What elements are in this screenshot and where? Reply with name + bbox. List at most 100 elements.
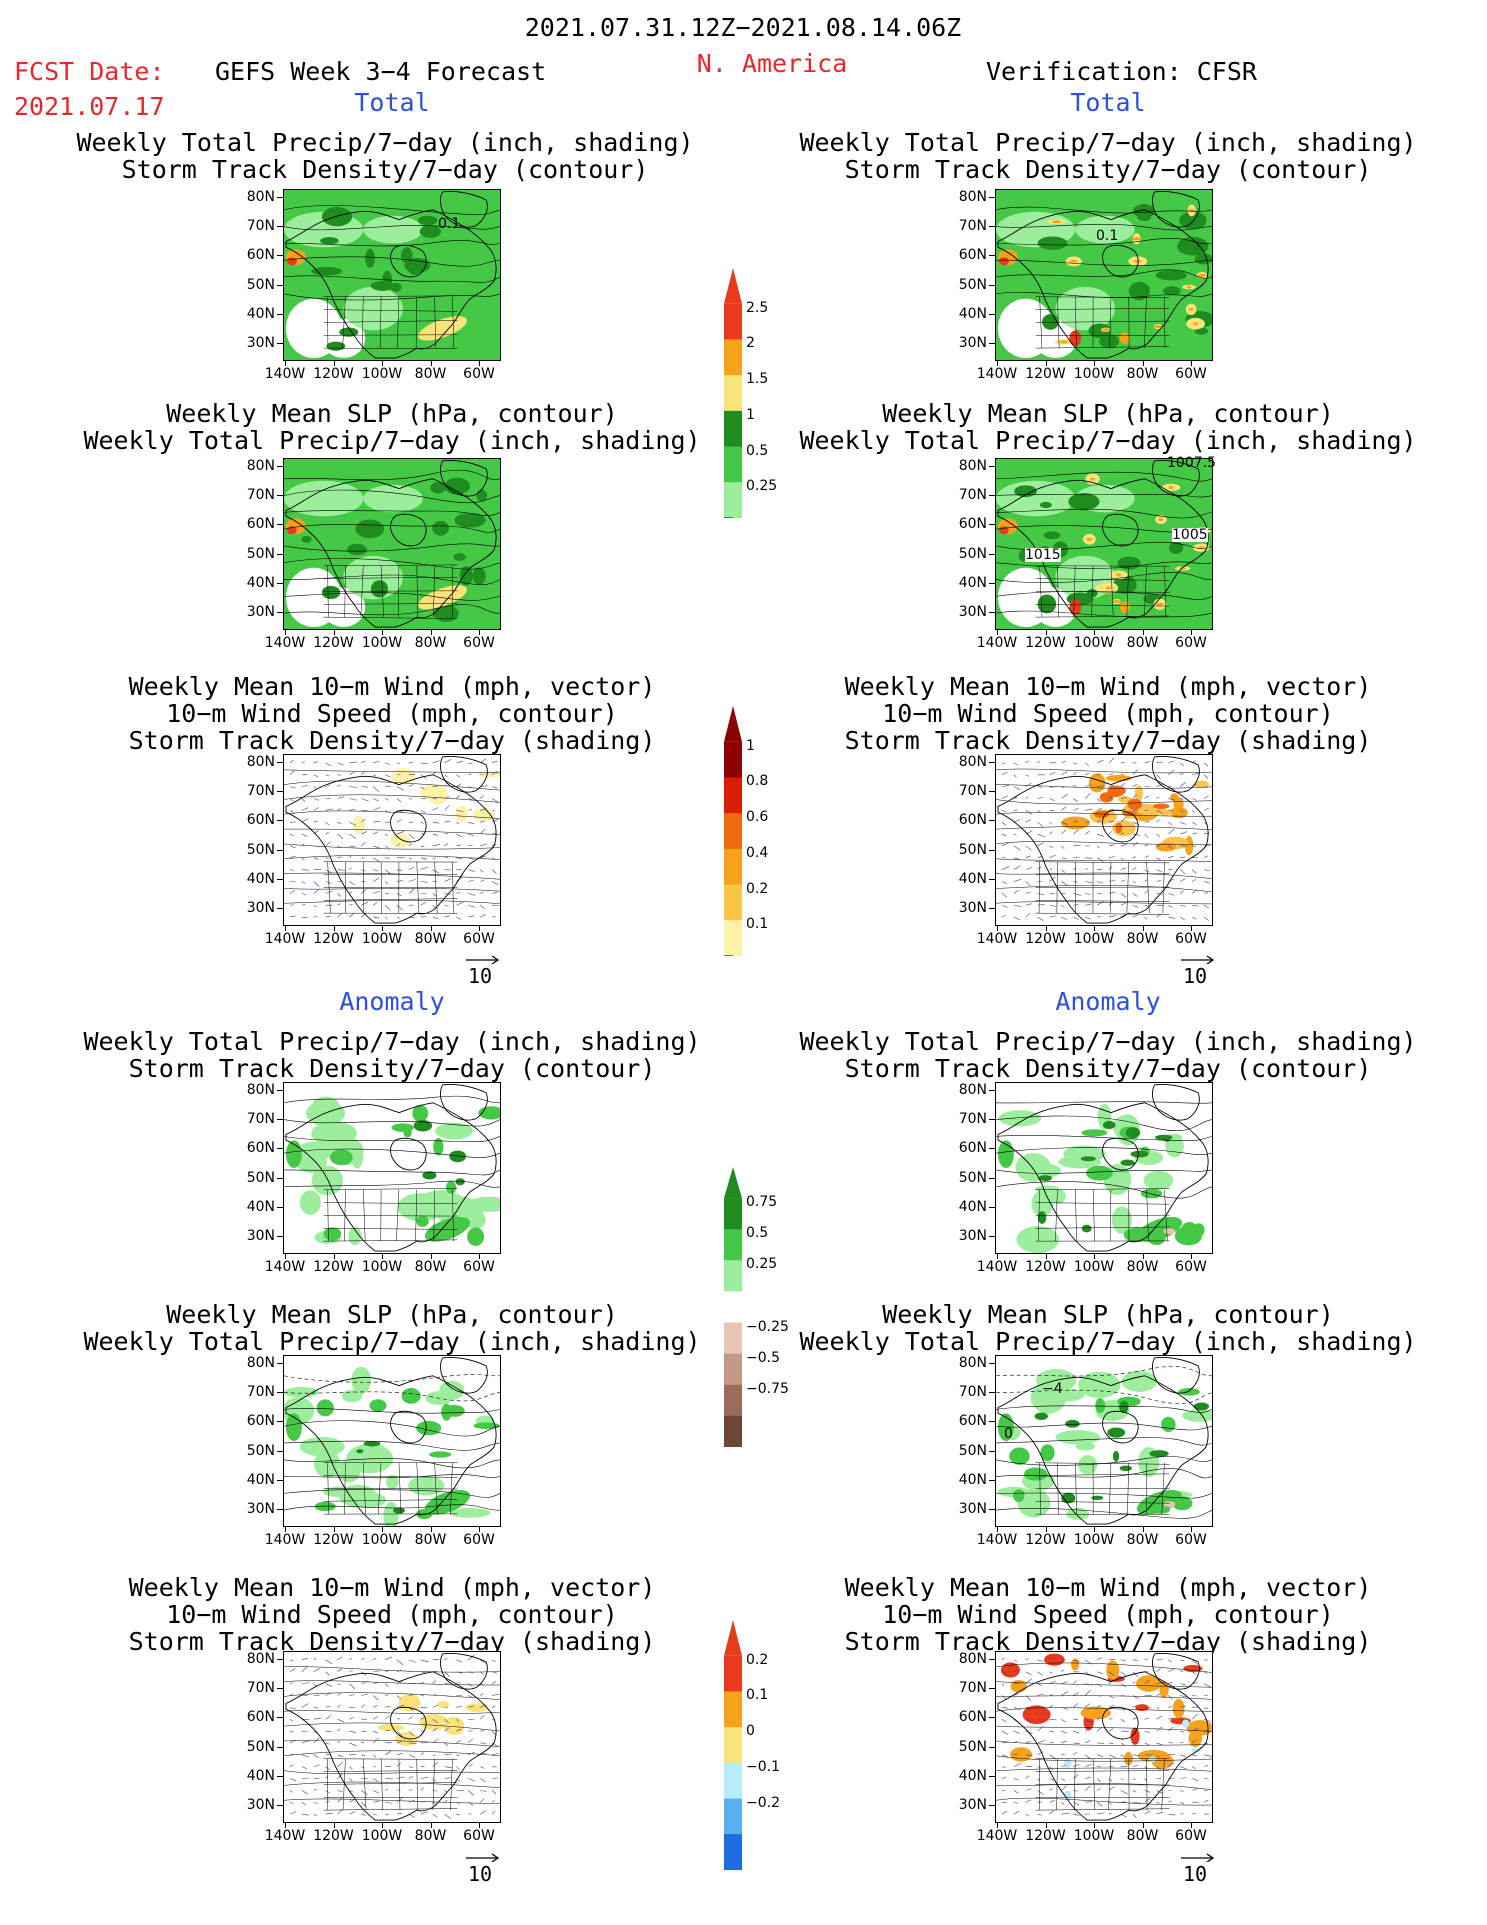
lon-tick-label: 60W xyxy=(1175,1532,1207,1548)
lat-tick xyxy=(277,1775,283,1777)
map-panel xyxy=(283,1651,501,1823)
lat-tick xyxy=(989,255,995,257)
lat-tick xyxy=(989,524,995,526)
lat-tick xyxy=(989,582,995,584)
lon-tick xyxy=(1142,1823,1144,1828)
lat-tick xyxy=(277,612,283,613)
lat-tick-label: 50N xyxy=(958,841,987,858)
lat-tick xyxy=(989,553,995,555)
colorbar-tick-label: 1.5 xyxy=(746,371,769,388)
panel-title: Weekly Mean SLP (hPa, contour) Weekly Tot… xyxy=(83,1300,701,1356)
lat-tick-label: 40N xyxy=(958,305,987,322)
colorbar-graphic xyxy=(724,1167,742,1447)
map-panel xyxy=(995,1355,1213,1527)
vector-reference-label: 10 xyxy=(468,964,493,988)
lon-tick xyxy=(997,926,998,931)
lat-tick xyxy=(277,1206,283,1208)
colorbar-tick-label: 1 xyxy=(746,406,755,423)
lat-tick xyxy=(277,908,283,909)
map-panel xyxy=(995,1651,1213,1823)
lon-tick xyxy=(1094,1823,1095,1828)
lon-tick-label: 140W xyxy=(264,366,306,382)
lon-tick-label: 120W xyxy=(1025,1532,1066,1548)
lat-tick xyxy=(989,1206,995,1208)
map-panel xyxy=(283,458,501,630)
lat-tick-label: 60N xyxy=(958,1140,987,1157)
colorbar-tick-label: 0.25 xyxy=(746,478,778,495)
lat-tick xyxy=(277,343,283,344)
lon-tick xyxy=(333,1823,335,1828)
colorbar-tick-label: 0.5 xyxy=(746,1225,769,1242)
lon-tick-label: 80W xyxy=(414,1259,447,1275)
lat-tick-label: 40N xyxy=(246,1767,275,1784)
slp-label: 1007.5 xyxy=(1167,455,1216,471)
lon-tick-label: 80W xyxy=(414,635,447,651)
panel-title: Weekly Total Precip/7−day (inch, shading… xyxy=(76,128,694,184)
lon-tick-label: 80W xyxy=(1126,931,1159,947)
lat-tick-label: 70N xyxy=(958,218,987,235)
lat-tick-label: 60N xyxy=(958,812,987,829)
lon-tick xyxy=(1094,1254,1095,1259)
lon-tick xyxy=(285,1254,286,1259)
lat-tick xyxy=(989,343,995,344)
panel-title: Weekly Mean 10−m Wind (mph, vector) 10−m … xyxy=(128,672,656,755)
panel-title: Weekly Mean 10−m Wind (mph, vector) 10−m … xyxy=(844,1573,1372,1656)
storm-contour-label: 0.1 xyxy=(1096,228,1119,244)
lat-tick-label: 40N xyxy=(246,1471,275,1488)
lat-tick-label: 70N xyxy=(246,1384,275,1401)
lat-tick xyxy=(989,313,995,315)
lon-tick xyxy=(1191,1254,1192,1259)
panel-title: Weekly Mean SLP (hPa, contour) Weekly Tot… xyxy=(83,399,701,455)
lon-tick-label: 140W xyxy=(976,366,1018,382)
lon-tick-label: 120W xyxy=(313,931,354,947)
colorbar-tick-label: −0.5 xyxy=(746,1349,780,1366)
lon-tick-label: 80W xyxy=(414,366,447,382)
lat-tick-label: 60N xyxy=(246,1140,275,1157)
lat-tick xyxy=(277,1392,283,1394)
lat-tick xyxy=(277,791,283,793)
colorbar-tick-label: 0.8 xyxy=(746,773,769,790)
lat-tick-label: 40N xyxy=(958,574,987,591)
colorbar-tick-label: 0.25 xyxy=(746,1256,778,1273)
lat-tick-label: 70N xyxy=(958,487,987,504)
colorbar-tick-label: 0.6 xyxy=(746,809,769,826)
lat-tick xyxy=(989,849,995,851)
lat-tick xyxy=(989,1717,995,1719)
lon-tick-label: 80W xyxy=(1126,1532,1159,1548)
lat-tick-label: 50N xyxy=(246,276,275,293)
slp-label: 1005 xyxy=(1172,527,1208,543)
panel-title: Weekly Mean 10−m Wind (mph, vector) 10−m … xyxy=(844,672,1372,755)
lat-tick xyxy=(989,197,995,198)
lon-tick-label: 60W xyxy=(463,1828,495,1844)
lat-tick-label: 70N xyxy=(246,1111,275,1128)
lon-tick-label: 60W xyxy=(463,366,495,382)
section-total-left: Total xyxy=(354,88,430,117)
lat-tick-label: 30N xyxy=(246,1228,275,1244)
section-total-right: Total xyxy=(1070,88,1146,117)
colorbar-tick-label: 0.2 xyxy=(746,1651,769,1668)
lat-tick-label: 70N xyxy=(958,1680,987,1697)
colorbar-tick-label: −0.2 xyxy=(746,1794,780,1811)
colorbar-tick-label: 0.4 xyxy=(746,844,769,861)
lon-tick xyxy=(997,1823,998,1828)
lat-tick-label: 40N xyxy=(958,870,987,887)
lat-tick xyxy=(277,762,283,763)
lat-tick-label: 80N xyxy=(958,1082,987,1098)
panel-title: Weekly Total Precip/7−day (inch, shading… xyxy=(83,1027,701,1083)
vector-reference-label: 10 xyxy=(468,1862,493,1886)
lat-tick xyxy=(277,1509,283,1510)
lat-tick-label: 30N xyxy=(246,900,275,916)
lon-tick-label: 100W xyxy=(361,1259,403,1275)
colorbar-tick-label: 0.1 xyxy=(746,916,769,933)
lat-tick-label: 30N xyxy=(958,604,987,620)
lon-tick xyxy=(285,1527,286,1532)
lat-tick-label: 50N xyxy=(958,545,987,562)
lon-tick-label: 140W xyxy=(976,1532,1018,1548)
lon-tick xyxy=(1191,361,1192,366)
lat-tick xyxy=(989,1090,995,1091)
lat-tick-label: 70N xyxy=(246,783,275,800)
lon-tick xyxy=(1045,1254,1047,1259)
lat-tick-label: 80N xyxy=(958,1651,987,1667)
lon-tick-label: 140W xyxy=(264,1828,306,1844)
lat-tick xyxy=(989,1688,995,1690)
